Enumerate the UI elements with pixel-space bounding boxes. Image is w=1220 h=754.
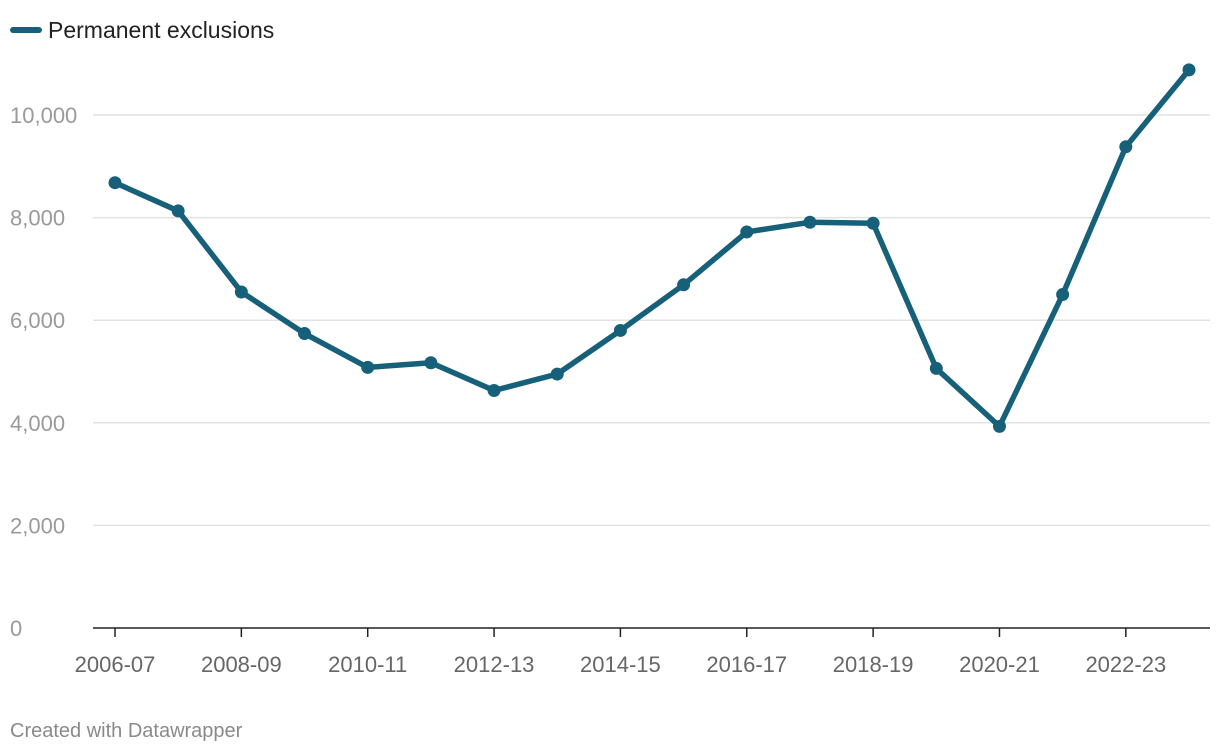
- x-tick-label: 2010-11: [328, 652, 407, 677]
- data-point: [298, 327, 312, 341]
- x-axis-labels: 2006-07 2008-09 2010-11 2012-13 2014-15 2016-…: [75, 652, 1167, 677]
- data-point: [992, 419, 1006, 433]
- series-line-permanent-exclusions: [112, 67, 1192, 430]
- data-point: [234, 285, 248, 299]
- x-tick-label: 2014-15: [580, 652, 661, 677]
- data-point: [1182, 63, 1196, 77]
- data-point: [487, 383, 501, 397]
- x-tick-label: 2016-17: [706, 652, 787, 677]
- y-tick-label: 6,000: [10, 308, 65, 333]
- x-tick-label: 2018-19: [833, 652, 914, 677]
- x-tick-label: 2022-23: [1085, 652, 1166, 677]
- data-point: [1119, 140, 1133, 154]
- data-point: [424, 356, 438, 370]
- data-point: [677, 278, 691, 292]
- x-tick-label: 2012-13: [454, 652, 535, 677]
- data-point: [361, 360, 375, 374]
- gridlines: [93, 114, 1210, 527]
- x-tick-label: 2020-21: [959, 652, 1040, 677]
- data-point: [171, 204, 185, 218]
- x-axis-ticks: [114, 628, 1127, 637]
- y-tick-label: 0: [10, 616, 22, 641]
- x-tick-label: 2008-09: [201, 652, 282, 677]
- data-point: [108, 176, 122, 190]
- data-point: [929, 361, 943, 375]
- legend-label: Permanent exclusions: [48, 17, 274, 43]
- legend: Permanent exclusions: [10, 17, 274, 43]
- data-points: [108, 63, 1196, 433]
- data-point: [803, 215, 817, 229]
- x-tick-label: 2006-07: [75, 652, 156, 677]
- y-tick-label: 8,000: [10, 206, 65, 231]
- data-point: [1056, 288, 1070, 302]
- data-point: [550, 367, 564, 381]
- credit-text: Created with Datawrapper: [10, 720, 243, 742]
- data-point: [866, 216, 880, 230]
- data-point: [740, 225, 754, 239]
- y-tick-label: 4,000: [10, 411, 65, 436]
- y-tick-label: 2,000: [10, 513, 65, 538]
- data-point: [613, 323, 627, 337]
- y-tick-label: 10,000: [10, 103, 77, 128]
- y-axis-labels: 0 2,000 4,000 6,000 8,000 10,000: [10, 103, 77, 641]
